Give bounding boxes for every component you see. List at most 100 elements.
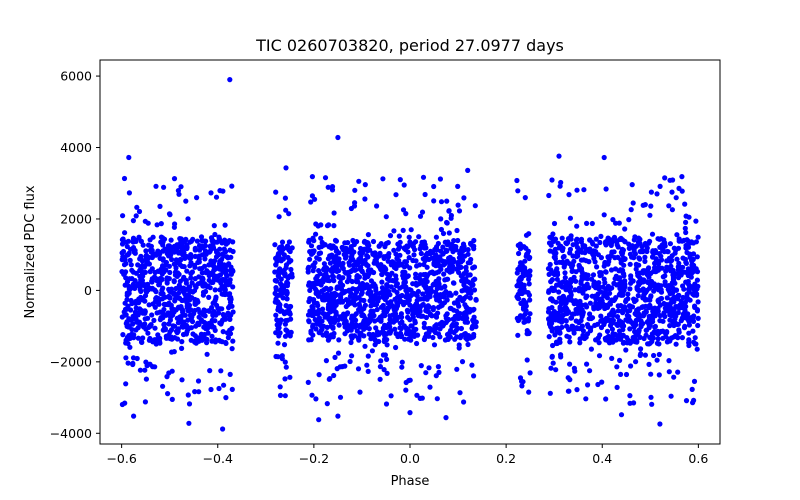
data-point [430, 334, 436, 341]
data-point [375, 317, 382, 323]
data-point [548, 324, 554, 330]
data-point [670, 318, 676, 324]
data-point [368, 269, 374, 275]
data-point [576, 326, 583, 332]
data-point [211, 310, 217, 316]
y-axis-ticks: −4000 −2000 0 2000 4000 6000 [50, 69, 100, 441]
data-point [360, 312, 366, 318]
data-point [355, 366, 362, 372]
data-point [609, 285, 615, 291]
data-point [122, 400, 128, 406]
data-point [175, 188, 181, 194]
data-point [633, 312, 640, 318]
data-point [446, 208, 452, 214]
data-point [374, 297, 380, 303]
data-point [218, 368, 224, 374]
data-point [229, 386, 235, 392]
data-point [557, 183, 563, 189]
data-point [397, 285, 403, 291]
data-point [617, 267, 624, 273]
data-point [393, 192, 399, 198]
x-tick-label: 0.2 [496, 451, 516, 466]
data-point [404, 263, 410, 269]
data-point [135, 335, 141, 341]
data-point [281, 342, 288, 348]
data-point [582, 335, 588, 342]
data-point [642, 202, 648, 208]
data-point [329, 187, 336, 193]
data-point [169, 256, 175, 263]
data-point [676, 185, 682, 191]
data-point [417, 272, 424, 278]
data-point [273, 189, 279, 195]
data-point [306, 337, 312, 343]
data-point [363, 261, 369, 267]
data-point [383, 401, 390, 407]
data-point [146, 302, 152, 308]
data-point [657, 421, 663, 427]
data-point [336, 250, 342, 256]
data-point [463, 265, 469, 271]
data-point [603, 269, 609, 275]
data-point [657, 318, 663, 324]
data-point [619, 246, 625, 252]
data-point [307, 287, 313, 293]
data-point [586, 285, 592, 291]
data-point [436, 369, 442, 375]
data-point [598, 233, 604, 239]
data-point [153, 289, 159, 295]
data-point [213, 194, 220, 200]
data-point [679, 302, 686, 308]
data-point [340, 282, 346, 288]
data-point [143, 289, 150, 295]
data-point [567, 377, 573, 383]
data-point [673, 195, 679, 201]
data-point [219, 240, 225, 246]
data-point [407, 302, 413, 308]
data-point [548, 312, 554, 318]
data-point [654, 357, 660, 363]
data-point [662, 175, 668, 181]
data-point [316, 372, 322, 378]
data-point [552, 317, 559, 323]
data-point [203, 288, 209, 295]
data-point [137, 284, 143, 290]
data-point [618, 257, 624, 263]
data-point [426, 365, 432, 371]
data-point [141, 282, 148, 288]
data-point [515, 332, 521, 338]
data-point [220, 329, 226, 335]
data-point [207, 285, 213, 291]
data-point [427, 326, 433, 332]
data-point [130, 321, 136, 327]
data-point [406, 234, 412, 240]
data-point [401, 302, 407, 308]
data-point [317, 250, 324, 256]
data-point [652, 248, 658, 254]
data-point [673, 341, 679, 347]
data-point [159, 271, 165, 277]
data-point [691, 397, 697, 403]
y-tick-label: −2000 [50, 354, 92, 369]
data-point [684, 237, 690, 243]
data-point [345, 240, 351, 246]
data-point [173, 307, 179, 313]
data-point [429, 255, 435, 261]
data-point [667, 177, 673, 183]
data-point [437, 176, 443, 182]
data-point [326, 336, 332, 342]
data-point [315, 302, 321, 309]
data-point [273, 285, 279, 291]
data-point [408, 227, 414, 233]
data-point [461, 279, 467, 285]
data-point [147, 269, 153, 275]
data-point [287, 311, 293, 317]
data-point [403, 259, 410, 265]
data-point [687, 283, 693, 289]
data-point [310, 235, 316, 241]
data-point [642, 258, 648, 264]
data-point [564, 281, 571, 288]
data-point [546, 240, 553, 246]
data-point [120, 236, 126, 242]
data-point [581, 283, 587, 289]
